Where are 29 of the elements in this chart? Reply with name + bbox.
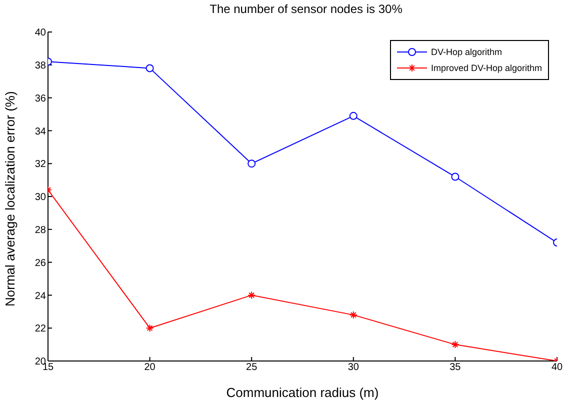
y-tick-label: 40 (34, 28, 46, 39)
y-tick-label: 22 (34, 324, 46, 335)
point (349, 310, 358, 319)
x-tick-label: 15 (42, 362, 54, 374)
x-tick-label: 25 (246, 362, 258, 374)
x-tick-label: 30 (348, 362, 360, 374)
point (146, 64, 154, 72)
legend-label: DV-Hop algorithm (430, 47, 502, 57)
y-tick-label: 30 (34, 192, 46, 204)
x-tick-label: 20 (144, 362, 156, 374)
point (349, 112, 358, 120)
legend-label: Improved DV-Hop algorithm (430, 63, 542, 73)
chart-title: The number of sensor nodes is 30% (208, 2, 404, 16)
point (451, 172, 460, 181)
y-tick-label: 26 (34, 258, 46, 269)
x-tick-label: 35 (450, 362, 462, 374)
x-tick-label: 40 (551, 362, 563, 374)
point (248, 291, 256, 300)
y-tick-label: 32 (34, 159, 46, 170)
point (146, 324, 154, 332)
y-tick-label: 34 (34, 126, 46, 138)
point (451, 340, 460, 349)
y-tick-label: 24 (34, 290, 46, 302)
y-axis-title: Normal average localization error (%) (2, 91, 18, 306)
y-tick-label: 28 (34, 224, 46, 236)
x-axis-title: Communication radius (m) (226, 385, 379, 400)
y-tick-label: 38 (34, 60, 46, 72)
point (248, 160, 256, 168)
y-tick-label: 36 (34, 93, 46, 104)
